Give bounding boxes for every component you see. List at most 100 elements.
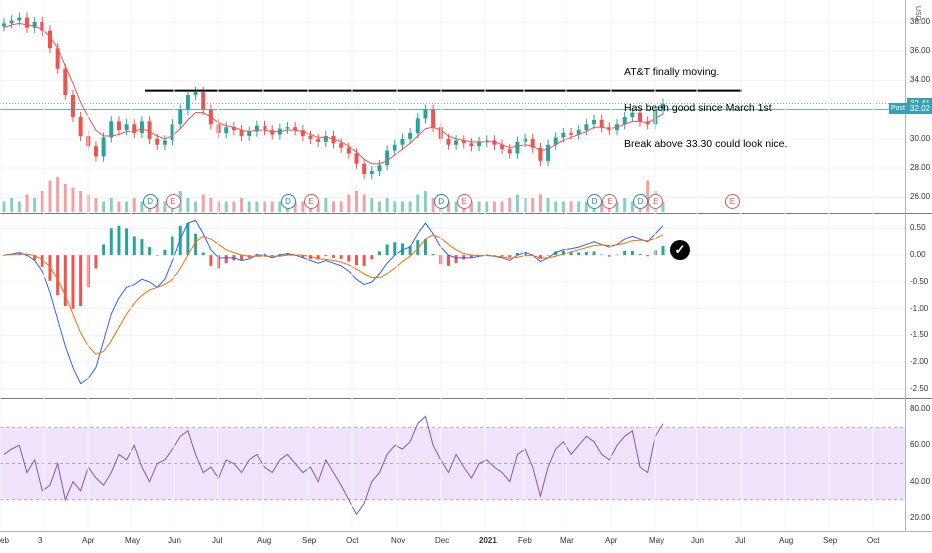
volume-bar bbox=[10, 198, 14, 212]
annotation-line-2: Has been good since March 1st bbox=[624, 102, 772, 114]
macd-histogram-bar bbox=[370, 255, 374, 260]
macd-histogram-bar bbox=[71, 255, 75, 309]
dividend-icon[interactable]: D bbox=[280, 194, 296, 209]
idea-annotation: AT&T finally moving. Has been good since… bbox=[624, 42, 787, 174]
time-tick-label: Oct bbox=[867, 536, 880, 545]
time-tick-label: Nov bbox=[391, 536, 406, 545]
macd-histogram-bar bbox=[48, 255, 52, 281]
macd-histogram-bar bbox=[63, 255, 67, 306]
volume-bar bbox=[615, 201, 619, 212]
annotation-line-3: Break above 33.30 could look nice. bbox=[624, 138, 788, 150]
volume-bar bbox=[446, 201, 450, 212]
candle-body bbox=[546, 144, 551, 161]
price-tick-label: 38.00 bbox=[910, 16, 931, 26]
macd-histogram-bar bbox=[40, 255, 44, 267]
candle-body bbox=[377, 165, 382, 172]
time-tick-label: 3 bbox=[38, 536, 43, 545]
earnings-icon[interactable]: E bbox=[602, 194, 618, 209]
volume-bar bbox=[431, 198, 435, 212]
candle-body bbox=[354, 153, 359, 164]
candle-body bbox=[530, 138, 535, 148]
volume-bar bbox=[163, 201, 167, 212]
checkmark-icon: ✓ bbox=[670, 240, 690, 260]
price-tick-label: 36.00 bbox=[910, 46, 931, 56]
candle-body bbox=[454, 140, 459, 145]
macd-histogram-bar bbox=[332, 255, 335, 258]
volume-bar bbox=[332, 201, 335, 212]
macd-histogram-bar bbox=[638, 254, 642, 256]
macd-histogram-bar bbox=[117, 225, 121, 256]
volume-bar bbox=[194, 201, 198, 212]
volume-bar bbox=[554, 201, 558, 212]
macd-histogram-bar bbox=[623, 250, 627, 256]
volume-bar bbox=[132, 198, 136, 212]
price-tick-label: 30.00 bbox=[910, 133, 931, 143]
dividend-icon[interactable]: D bbox=[633, 194, 648, 209]
candle-body bbox=[32, 21, 37, 28]
currency-label: USD bbox=[914, 6, 921, 23]
candle-body bbox=[2, 23, 6, 27]
time-tick-label: Apr bbox=[605, 536, 618, 545]
candle-body bbox=[346, 147, 351, 154]
macd-histogram-bar bbox=[194, 233, 198, 256]
candle-body bbox=[155, 138, 160, 145]
macd-histogram-bar bbox=[347, 255, 351, 262]
volume-bar bbox=[385, 198, 389, 212]
candle-body bbox=[492, 140, 497, 145]
macd-histogram-bar bbox=[630, 250, 634, 256]
candle-body bbox=[285, 127, 290, 129]
candle-body bbox=[477, 141, 482, 147]
time-tick-label: Feb bbox=[518, 536, 532, 545]
volume-bar bbox=[278, 201, 282, 212]
dividend-icon[interactable]: D bbox=[587, 194, 603, 209]
macd-histogram-bar bbox=[263, 254, 267, 256]
earnings-icon[interactable]: E bbox=[456, 194, 472, 209]
candle-body bbox=[507, 149, 512, 154]
volume-bar bbox=[117, 201, 121, 212]
currency-text: USD bbox=[914, 6, 921, 21]
candle-body bbox=[515, 141, 520, 154]
post-price-tag: 32.02 bbox=[907, 103, 932, 115]
time-tick-label: Jul bbox=[735, 536, 746, 545]
volume-bar bbox=[600, 201, 604, 212]
earnings-icon[interactable]: E bbox=[303, 194, 319, 209]
macd-histogram-bar bbox=[362, 255, 366, 266]
candle-body bbox=[576, 130, 581, 135]
earnings-icon[interactable]: E bbox=[165, 194, 181, 209]
volume-bar bbox=[186, 198, 190, 212]
macd-histogram-bar bbox=[354, 255, 358, 266]
time-tick-label: Apr bbox=[82, 536, 95, 545]
macd-tick-label: -2.50 bbox=[910, 383, 929, 393]
dividend-icon[interactable]: D bbox=[433, 194, 449, 209]
macd-histogram-bar bbox=[56, 255, 60, 296]
earnings-icon[interactable]: E bbox=[648, 194, 664, 209]
candle-body bbox=[385, 150, 390, 166]
candle-body bbox=[124, 124, 129, 131]
candle-body bbox=[308, 135, 313, 139]
volume-bar bbox=[17, 201, 21, 212]
volume-bar bbox=[546, 198, 550, 212]
macd-histogram-bar bbox=[301, 255, 305, 258]
macd-histogram-bar bbox=[454, 255, 458, 264]
macd-histogram-bar bbox=[462, 255, 466, 260]
earnings-icon[interactable]: E bbox=[724, 194, 740, 209]
volume-bar bbox=[423, 191, 427, 212]
candle-body bbox=[201, 92, 206, 110]
macd-histogram-bar bbox=[339, 255, 343, 259]
volume-bar bbox=[508, 198, 512, 212]
price-tick-label: 26.00 bbox=[910, 192, 931, 202]
dividend-icon[interactable]: D bbox=[142, 194, 158, 209]
macd-histogram-bar bbox=[500, 255, 504, 257]
volume-bar bbox=[646, 180, 650, 212]
volume-bar bbox=[201, 194, 205, 212]
time-tick-label: 2021 bbox=[479, 536, 497, 545]
candle-body bbox=[362, 163, 367, 174]
time-tick-label: Jul bbox=[212, 536, 223, 545]
macd-histogram-bar bbox=[646, 255, 650, 257]
macd-histogram-bar bbox=[2, 255, 6, 256]
volume-bar bbox=[393, 201, 397, 212]
time-tick-label: Sep bbox=[823, 536, 838, 545]
macd-histogram-bar bbox=[209, 255, 213, 266]
